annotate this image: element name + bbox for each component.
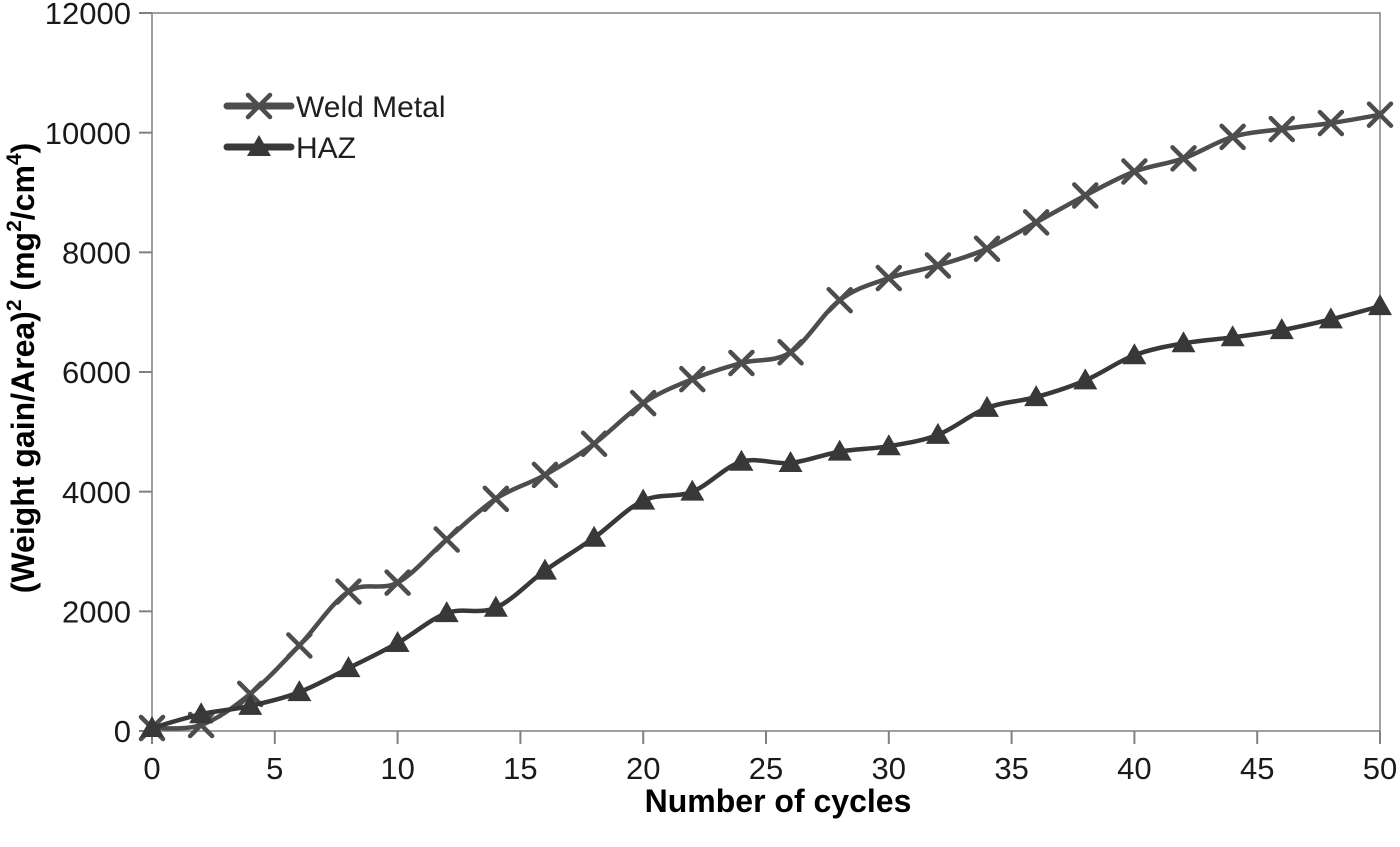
x-tick-label: 25 (749, 751, 783, 786)
y-tick-label: 0 (114, 714, 131, 749)
haz-marker (1368, 294, 1392, 316)
legend-label-haz: HAZ (296, 132, 356, 165)
y-tick-label: 12000 (45, 0, 131, 31)
weld-metal-marker (482, 485, 510, 513)
haz-marker (532, 558, 557, 580)
x-tick-label: 0 (143, 751, 160, 786)
haz-marker (827, 439, 852, 461)
x-tick-label: 50 (1363, 751, 1397, 786)
weld-metal-marker (1170, 145, 1197, 172)
x-tick-label: 20 (626, 751, 660, 786)
weld-metal-marker (1268, 115, 1296, 143)
haz-marker (582, 525, 607, 547)
haz-marker (336, 656, 361, 678)
weld-metal-marker (1121, 158, 1148, 185)
weld-metal-marker (679, 365, 706, 393)
weld-metal-marker (1219, 123, 1246, 151)
x-tick-label: 5 (266, 751, 283, 786)
weld-metal-marker (384, 569, 411, 596)
haz-marker (1073, 368, 1098, 390)
haz-marker (385, 631, 410, 653)
weld-metal-marker (826, 286, 853, 314)
haz-marker (287, 680, 312, 702)
haz-marker (1024, 385, 1049, 407)
x-tick-label: 15 (503, 751, 537, 786)
haz-marker (925, 422, 950, 444)
weld-metal-marker (433, 526, 460, 553)
haz-marker (975, 395, 1000, 417)
x-tick-label: 40 (1117, 751, 1151, 786)
x-tick-label: 45 (1240, 751, 1274, 786)
haz-marker (876, 434, 901, 456)
y-tick-label: 4000 (62, 475, 131, 510)
y-tick-label: 8000 (62, 235, 131, 270)
weld-metal-marker (1366, 101, 1394, 128)
haz-marker (631, 488, 656, 510)
triangle-marker-icon (247, 135, 271, 156)
y-tick-label: 2000 (62, 594, 131, 629)
x-tick-label: 30 (872, 751, 906, 786)
svg-text:(Weight gain/Area)2 (mg2/cm4): (Weight gain/Area)2 (mg2/cm4) (3, 143, 41, 594)
weld-metal-line (149, 112, 1383, 731)
haz-marker (1220, 325, 1245, 347)
haz-marker (483, 595, 508, 617)
y-axis-title: (Weight gain/Area)2 (mg2/cm4) (3, 143, 41, 594)
weld-metal-marker (875, 264, 903, 292)
haz-marker (729, 449, 754, 471)
weld-metal-marker (531, 461, 559, 489)
y-tick-label: 6000 (62, 355, 131, 390)
weld-metal-marker (580, 430, 608, 458)
haz-marker (778, 450, 803, 472)
weld-metal-marker (1317, 109, 1345, 137)
weld-metal-marker (335, 578, 362, 605)
weld-metal-marker (728, 349, 755, 377)
haz-marker (140, 716, 164, 738)
haz-marker (1269, 318, 1294, 340)
x-tick-label: 35 (994, 751, 1028, 786)
weld-metal-marker (286, 632, 313, 659)
x-marker-icon (245, 92, 273, 120)
haz-line (149, 303, 1383, 731)
weld-metal-marker (777, 339, 804, 366)
y-tick-label: 10000 (45, 116, 131, 151)
haz-marker (1171, 331, 1196, 353)
x-axis-title: Number of cycles (645, 783, 912, 819)
haz-marker (1122, 343, 1147, 365)
weld-metal-marker (973, 235, 1001, 262)
x-tick-label: 10 (380, 751, 414, 786)
haz-marker (680, 479, 705, 501)
legend-label-weld-metal: Weld Metal (296, 91, 446, 124)
weld-metal-marker (1022, 209, 1050, 236)
haz-marker (1318, 307, 1343, 329)
haz-marker (434, 601, 459, 623)
weld-metal-marker (1072, 182, 1099, 209)
weld-metal-marker (924, 252, 952, 279)
weld-metal-marker (629, 389, 657, 417)
haz-marker (189, 702, 214, 724)
haz-marker (238, 693, 263, 715)
